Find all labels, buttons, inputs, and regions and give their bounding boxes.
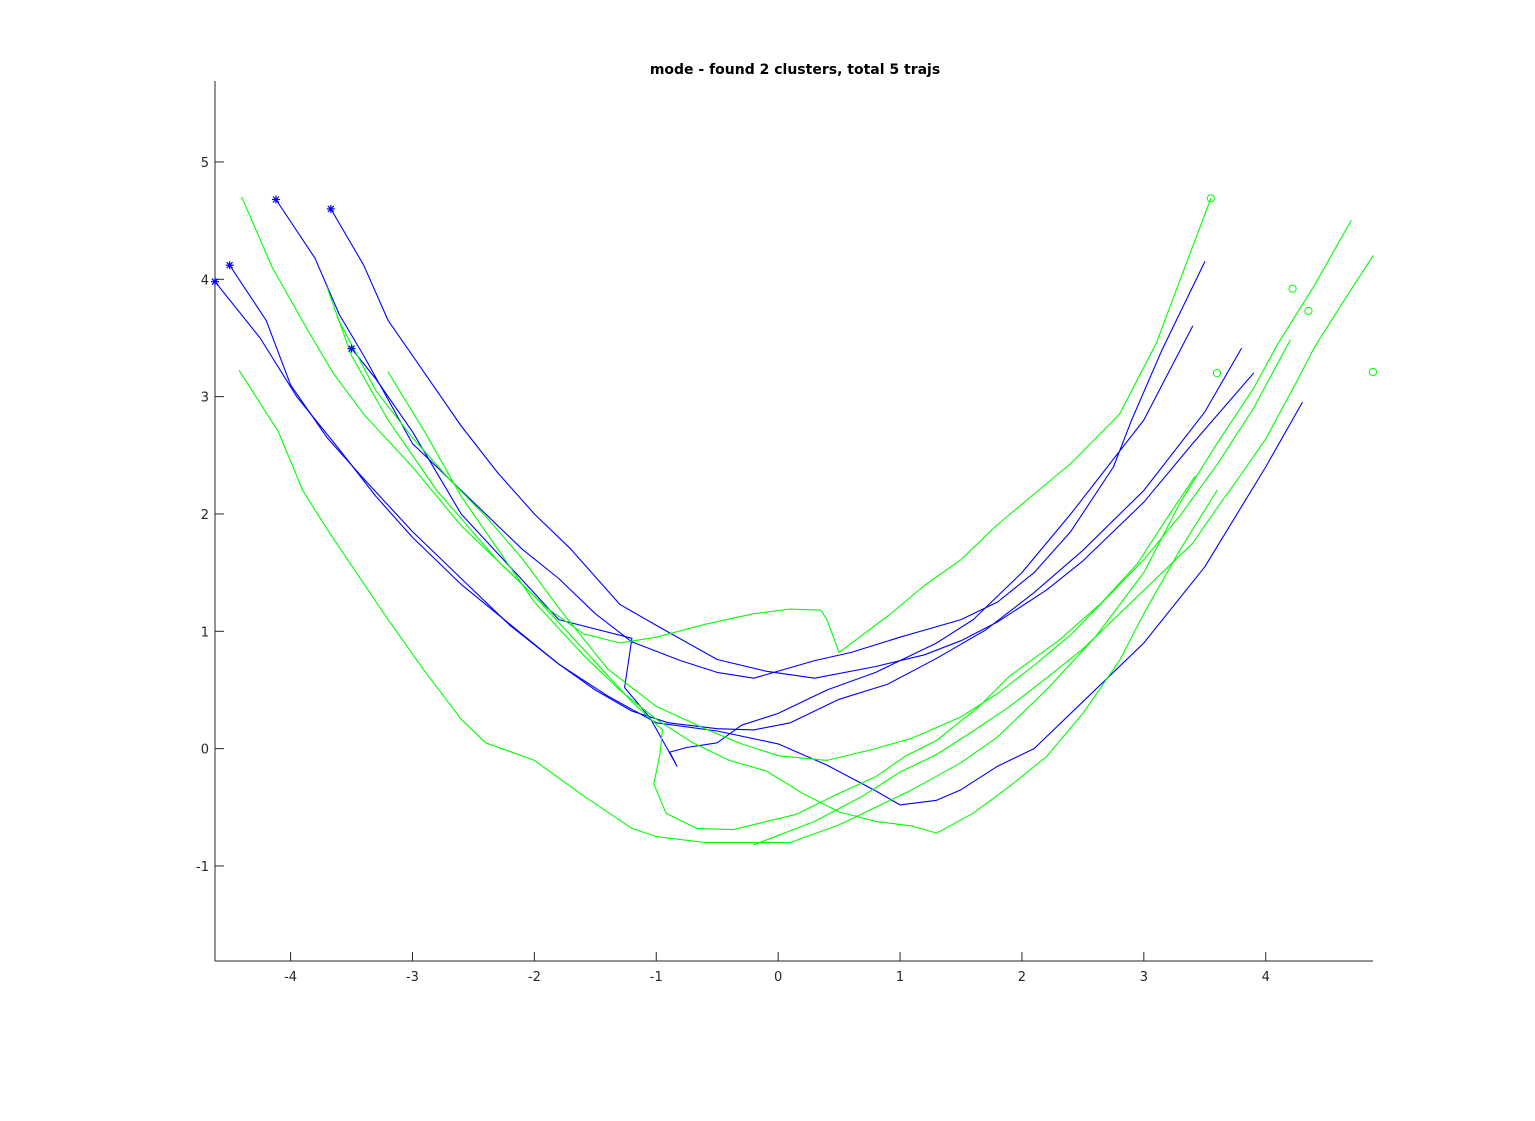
trajectory-line-cluster-2-5 [241, 196, 1212, 653]
chart-title: mode - found 2 clusters, total 5 trajs [650, 62, 940, 78]
x-tick-label: -1 [650, 970, 663, 985]
x-tick-label: 1 [896, 970, 904, 985]
start-marker-asterisk [347, 344, 356, 353]
end-marker-circle [1304, 306, 1313, 316]
start-marker-asterisk [225, 261, 234, 270]
y-tick-label: 1 [201, 625, 209, 640]
end-marker-circle [1368, 367, 1378, 377]
start-marker-asterisk [326, 204, 335, 213]
trajectory-line-cluster-2-7 [387, 371, 1218, 834]
x-tick-label: 3 [1140, 970, 1148, 985]
marker-layer [211, 194, 1378, 378]
end-marker-circle [1212, 369, 1222, 378]
x-tick-label: 4 [1262, 970, 1270, 985]
y-tick-label: 2 [201, 508, 209, 523]
start-marker-asterisk [271, 195, 280, 204]
x-tick-label: -3 [406, 970, 419, 985]
y-tick-label: 5 [201, 156, 209, 171]
y-tick-label: 4 [201, 273, 209, 288]
start-marker-asterisk [211, 277, 219, 286]
x-tick-label: -2 [528, 970, 541, 985]
y-tick-label: 0 [201, 743, 209, 758]
x-tick-label: 2 [1018, 970, 1026, 985]
trajectory-line-cluster-1-3 [229, 264, 1242, 731]
trajectory-line-cluster-2-10 [753, 255, 1374, 846]
trajectory-line-cluster-2-6 [326, 286, 1196, 831]
y-tick-label: 3 [201, 391, 209, 406]
x-tick-label: 0 [774, 970, 782, 985]
trajectory-line-cluster-1-4 [214, 281, 1303, 806]
y-tick-label: -1 [196, 860, 209, 875]
end-marker-circle [1206, 194, 1215, 203]
trajectory-line-cluster-2-9 [238, 220, 1352, 844]
y-ticks: -1 0 1 2 3 4 5 [196, 156, 224, 875]
series-layer [214, 196, 1374, 846]
trajectory-line-cluster-1-1 [330, 208, 1255, 679]
trajectory-line-cluster-1-2 [350, 325, 1194, 767]
x-tick-label: -4 [284, 970, 297, 985]
trajectory-line-cluster-2-8 [336, 316, 1291, 761]
trajectory-line-cluster-1-0 [275, 198, 1206, 679]
x-ticks: -4 -3 -2 -1 0 1 2 3 4 [284, 952, 1270, 985]
plot-area: -4 -3 -2 -1 0 1 2 3 4 -1 0 1 2 3 4 5 [196, 81, 1378, 985]
end-marker-circle [1288, 284, 1297, 293]
